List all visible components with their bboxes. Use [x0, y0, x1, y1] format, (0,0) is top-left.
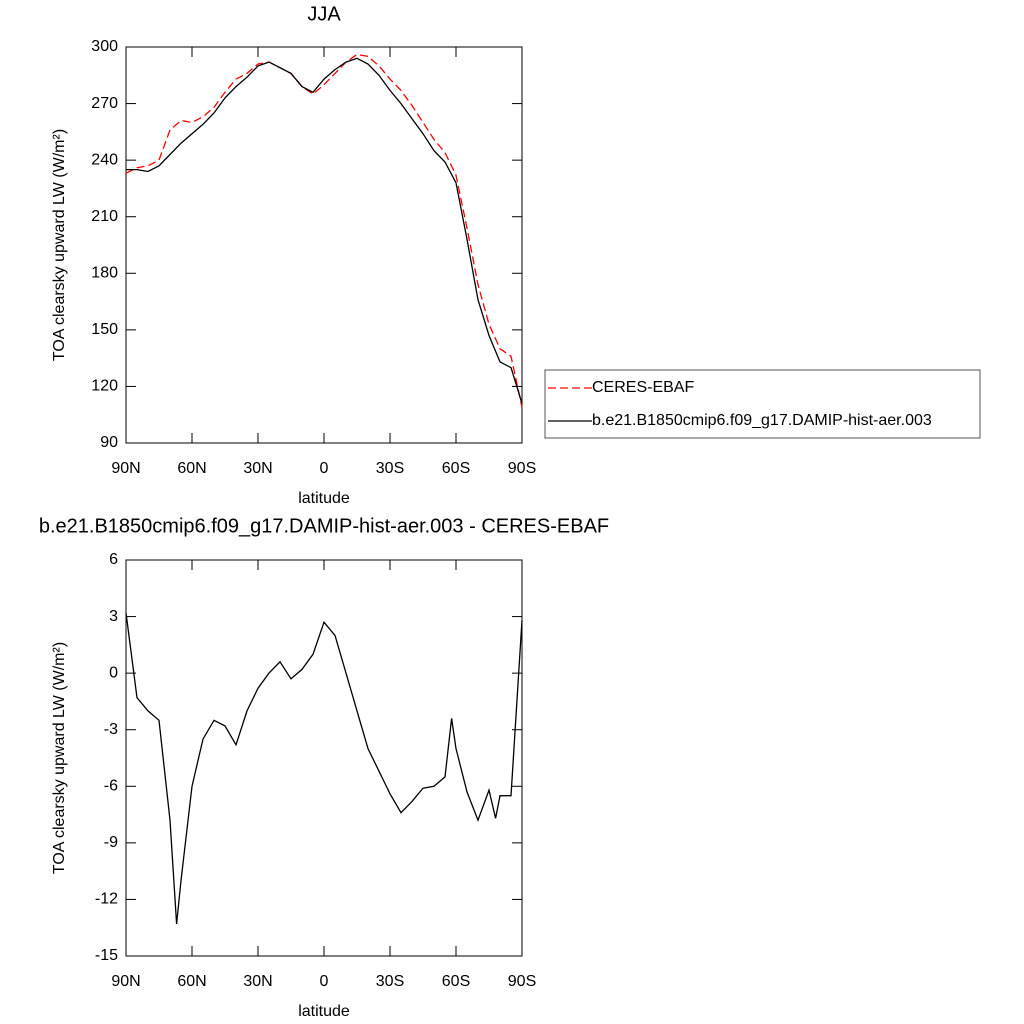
- y-tick-label: 180: [91, 265, 118, 282]
- plot-frame: [125, 46, 523, 444]
- chart-title: JJA: [307, 3, 341, 25]
- x-tick-label: 90S: [508, 460, 536, 477]
- data-line: [125, 612, 523, 924]
- legend-label: b.e21.B1850cmip6.f09_g17.DAMIP-hist-aer.…: [592, 412, 932, 429]
- x-tick-label: 90N: [111, 973, 140, 990]
- y-tick-label: 6: [109, 551, 118, 568]
- chart-title: b.e21.B1850cmip6.f09_g17.DAMIP-hist-aer.…: [39, 515, 609, 537]
- x-tick-label: 0: [320, 460, 329, 477]
- y-axis-label: TOA clearsky upward LW (W/m²): [51, 129, 68, 361]
- x-tick-label: 60S: [442, 973, 470, 990]
- y-tick-label: 240: [91, 151, 118, 168]
- legend-label: CERES-EBAF: [592, 379, 694, 396]
- y-tick-label: -12: [95, 891, 118, 908]
- y-tick-label: 0: [109, 664, 118, 681]
- y-axis-label: TOA clearsky upward LW (W/m²): [51, 642, 68, 874]
- x-tick-label: 90S: [508, 973, 536, 990]
- plot-frame: [125, 559, 523, 957]
- legend-box: [544, 369, 981, 439]
- x-tick-label: 30N: [243, 460, 272, 477]
- y-tick-label: 90: [100, 434, 118, 451]
- y-tick-label: 150: [91, 321, 118, 338]
- x-tick-label: 60N: [177, 973, 206, 990]
- y-tick-label: 3: [109, 608, 118, 625]
- y-tick-label: 270: [91, 95, 118, 112]
- y-tick-label: 300: [91, 38, 118, 55]
- y-tick-label: -6: [104, 778, 118, 795]
- x-tick-label: 60N: [177, 460, 206, 477]
- x-tick-label: 90N: [111, 460, 140, 477]
- y-tick-label: -15: [95, 947, 118, 964]
- y-tick-label: 120: [91, 378, 118, 395]
- x-axis-label: latitude: [298, 1003, 350, 1020]
- x-tick-label: 30N: [243, 973, 272, 990]
- x-tick-label: 0: [320, 973, 329, 990]
- x-tick-label: 30S: [376, 973, 404, 990]
- x-axis-label: latitude: [298, 490, 350, 507]
- data-line: [126, 57, 523, 404]
- data-line: [125, 53, 523, 408]
- y-tick-label: -9: [104, 834, 118, 851]
- y-tick-label: -3: [104, 721, 118, 738]
- y-tick-label: 210: [91, 208, 118, 225]
- x-tick-label: 30S: [376, 460, 404, 477]
- x-tick-label: 60S: [442, 460, 470, 477]
